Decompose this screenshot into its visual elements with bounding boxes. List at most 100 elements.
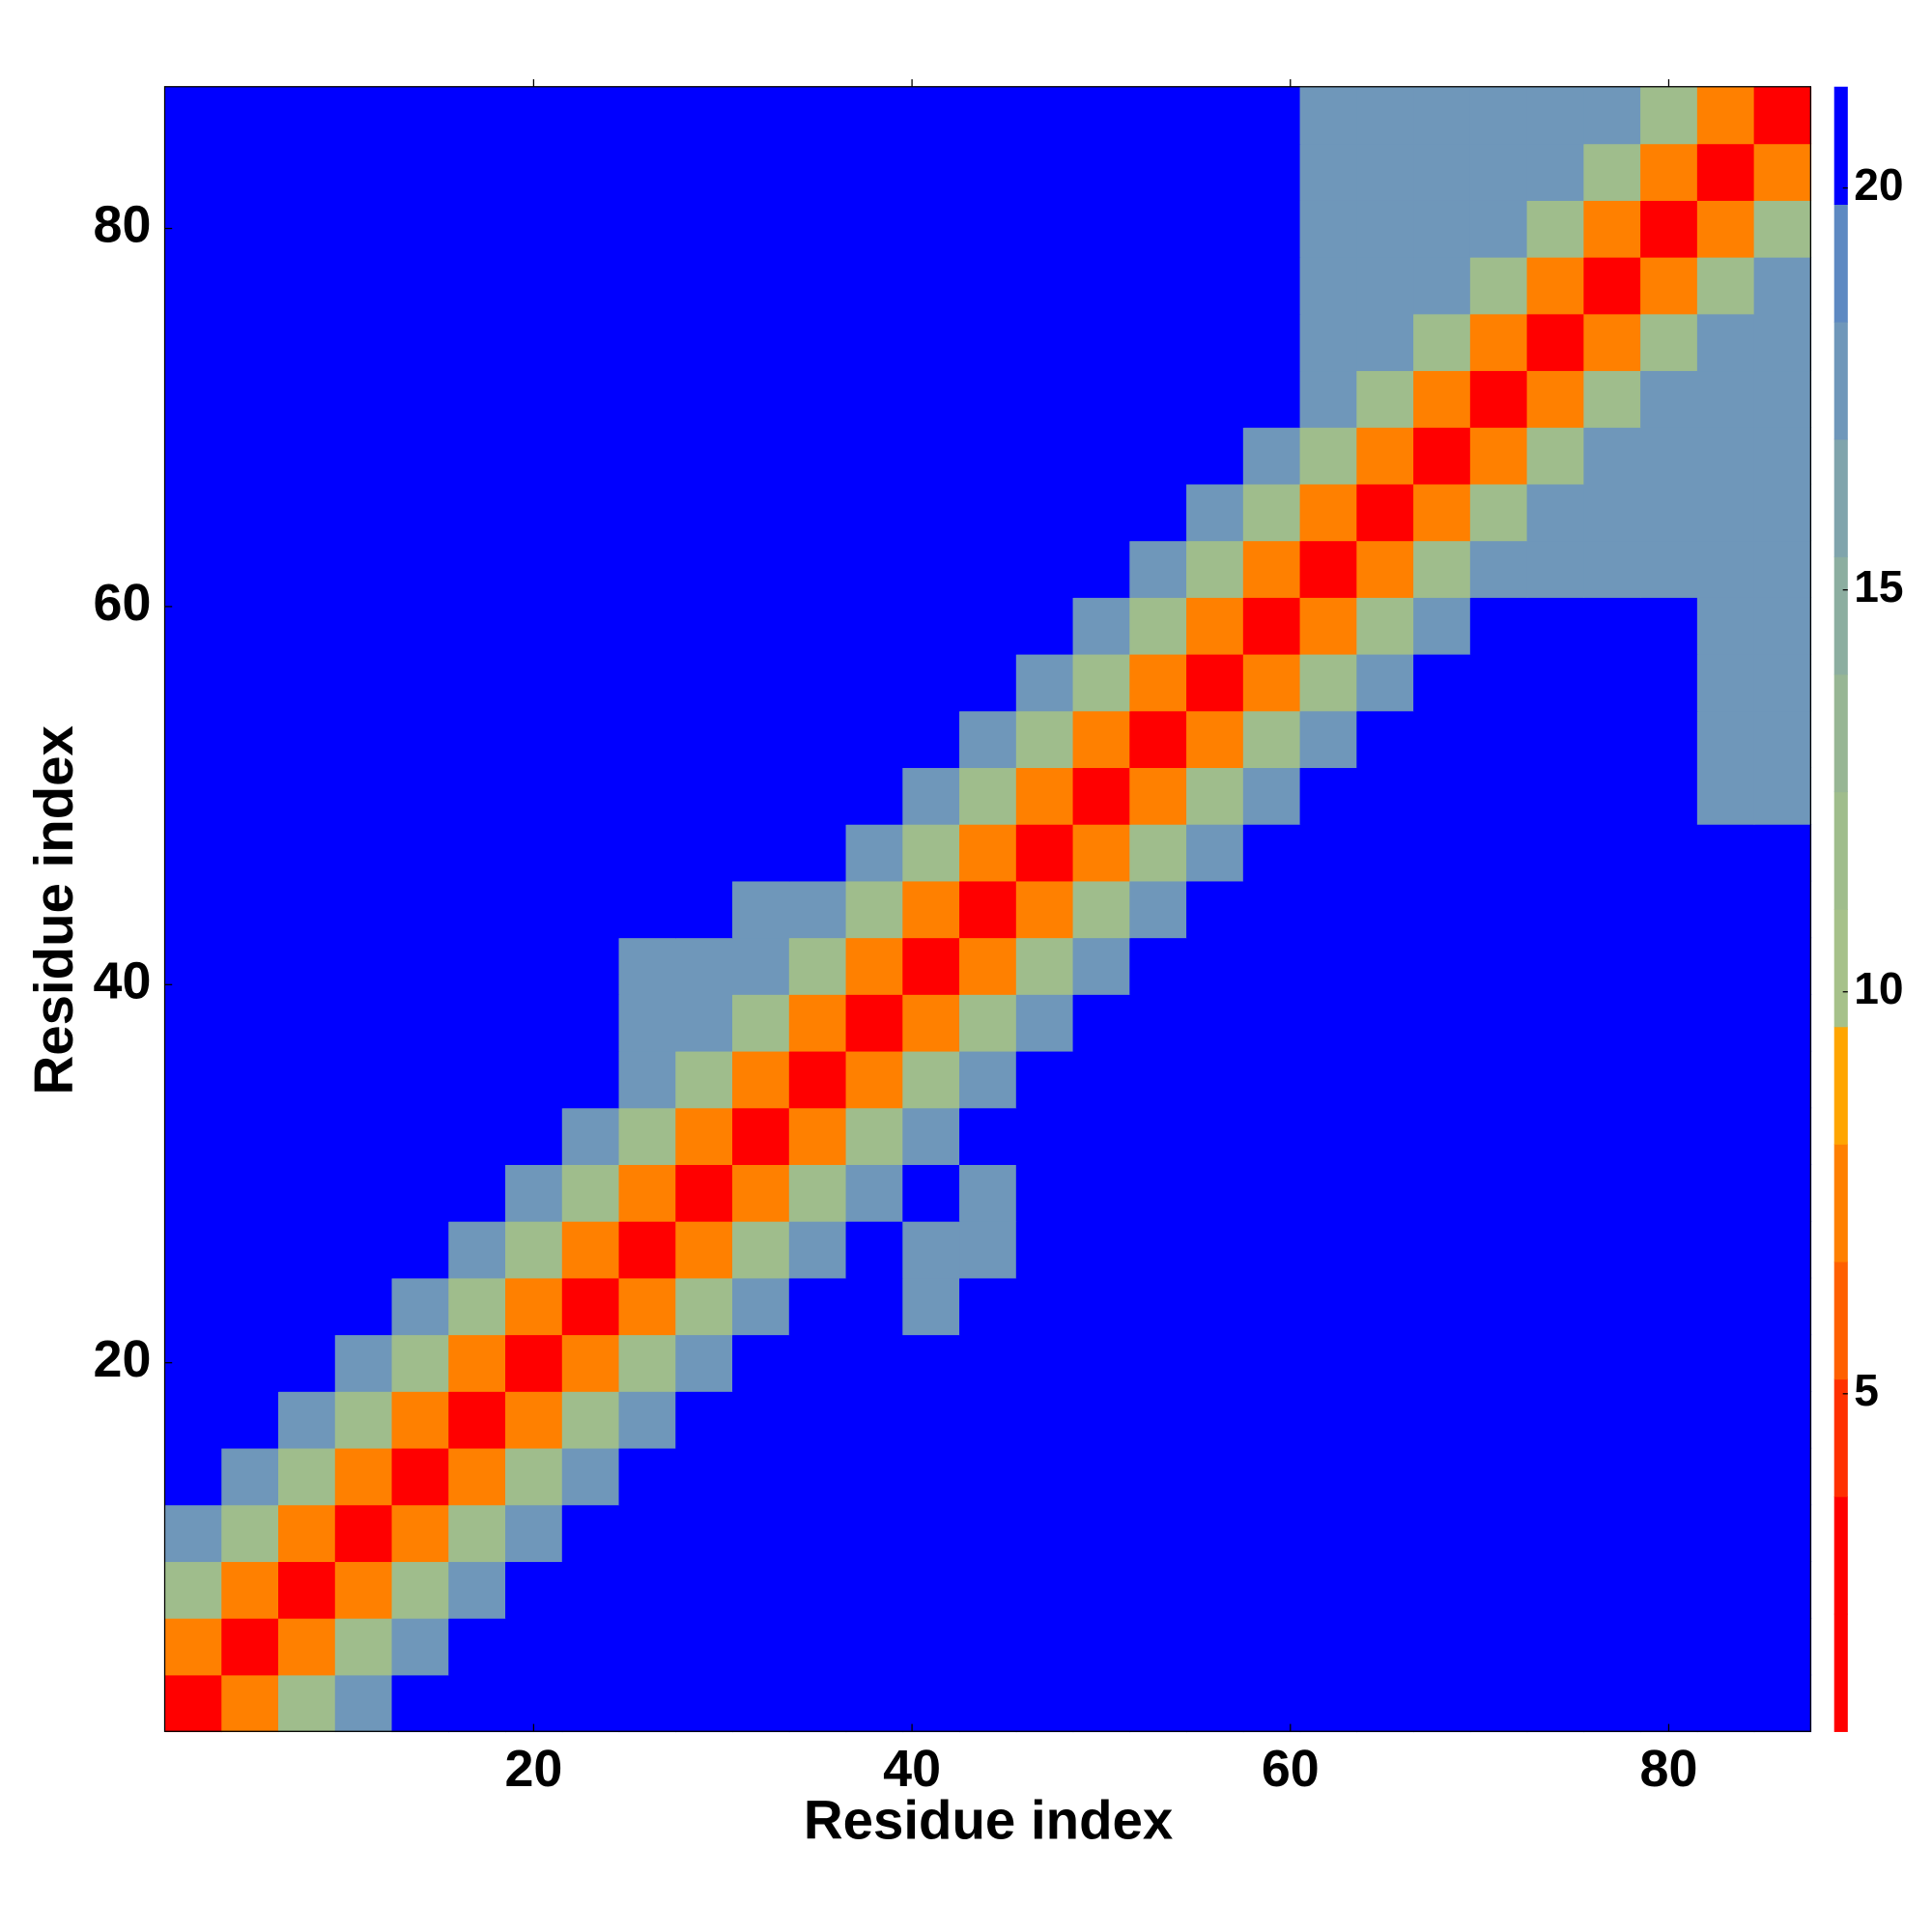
heatmap-cell xyxy=(448,937,506,995)
heatmap-cell xyxy=(1526,1617,1585,1676)
heatmap-cell xyxy=(788,200,847,258)
heatmap-cell xyxy=(1299,540,1358,598)
heatmap-cell xyxy=(561,880,620,939)
heatmap-cell xyxy=(505,1220,563,1279)
heatmap-cell xyxy=(1526,200,1585,258)
heatmap-cell xyxy=(278,370,336,428)
heatmap-cell xyxy=(1186,313,1244,372)
heatmap-cell xyxy=(959,1504,1017,1562)
heatmap-cell xyxy=(1356,1447,1414,1506)
heatmap-cell xyxy=(164,483,223,542)
heatmap-cell xyxy=(448,710,506,769)
heatmap-cell xyxy=(221,1391,279,1449)
heatmap-cell xyxy=(732,1447,790,1506)
heatmap-cell xyxy=(278,1050,336,1109)
heatmap-cell xyxy=(845,256,904,315)
heatmap-cell xyxy=(1583,370,1641,428)
heatmap-cell xyxy=(1129,1220,1187,1279)
heatmap-cell xyxy=(1413,540,1471,598)
heatmap-cell xyxy=(391,767,450,825)
heatmap-cell xyxy=(1129,937,1187,995)
heatmap-cell xyxy=(1299,653,1358,712)
heatmap-cell xyxy=(1299,1050,1358,1109)
heatmap-cell xyxy=(561,1561,620,1619)
heatmap-cell xyxy=(1696,540,1755,598)
heatmap-cell xyxy=(788,823,847,882)
heatmap-cell xyxy=(1696,256,1755,315)
heatmap-cell xyxy=(845,1447,904,1506)
heatmap-cell xyxy=(1186,426,1244,485)
heatmap-cell xyxy=(1526,143,1585,201)
heatmap-cell xyxy=(1413,653,1471,712)
heatmap-cell xyxy=(561,1334,620,1392)
heatmap-cell xyxy=(1186,653,1244,712)
heatmap-cell xyxy=(845,1561,904,1619)
x-tick-label: 40 xyxy=(883,1740,941,1798)
heatmap-cell xyxy=(1469,1164,1528,1222)
heatmap-cell xyxy=(561,653,620,712)
heatmap-cell xyxy=(334,483,393,542)
heatmap-cell xyxy=(334,1107,393,1165)
colorbar-tick-label: 5 xyxy=(1854,1365,1879,1415)
heatmap-cell xyxy=(788,143,847,201)
heatmap-cell xyxy=(334,710,393,769)
heatmap-cell xyxy=(1129,767,1187,825)
heatmap-cell xyxy=(1242,1050,1301,1109)
heatmap-cell xyxy=(1299,937,1358,995)
heatmap-cell xyxy=(845,143,904,201)
heatmap-cell xyxy=(1753,994,1812,1052)
heatmap-cell xyxy=(1753,200,1812,258)
heatmap-cell xyxy=(1413,937,1471,995)
heatmap-cell xyxy=(675,653,733,712)
heatmap-cell xyxy=(1413,1334,1471,1392)
y-tick-label: 20 xyxy=(94,1330,152,1388)
heatmap-cell xyxy=(505,143,563,201)
heatmap-cell xyxy=(164,1391,223,1449)
heatmap-cell xyxy=(1640,937,1698,995)
heatmap-cell xyxy=(732,597,790,655)
heatmap-cell xyxy=(1186,256,1244,315)
heatmap-cell xyxy=(334,200,393,258)
heatmap-cell xyxy=(164,313,223,372)
heatmap-cell xyxy=(1640,1617,1698,1676)
heatmap-cell xyxy=(278,1107,336,1165)
heatmap-cell xyxy=(1356,1164,1414,1222)
colorbar-segment xyxy=(1833,1261,1848,1380)
heatmap-cell xyxy=(1015,653,1074,712)
heatmap-cell xyxy=(1356,143,1414,201)
heatmap-cell xyxy=(902,86,960,145)
heatmap-cell xyxy=(1072,1391,1131,1449)
heatmap-cell xyxy=(1242,1561,1301,1619)
heatmap-cell xyxy=(1015,370,1074,428)
heatmap-cell xyxy=(1526,313,1585,372)
heatmap-cell xyxy=(1299,994,1358,1052)
heatmap-cell xyxy=(1299,143,1358,201)
heatmap-cell xyxy=(1356,1107,1414,1165)
heatmap-cell xyxy=(1469,823,1528,882)
heatmap-cell xyxy=(1299,1504,1358,1562)
heatmap-cell xyxy=(959,143,1017,201)
heatmap-cell xyxy=(1753,370,1812,428)
heatmap-cell xyxy=(448,597,506,655)
heatmap-cell xyxy=(959,880,1017,939)
heatmap-cell xyxy=(448,1617,506,1676)
heatmap-cell xyxy=(902,653,960,712)
heatmap-cell xyxy=(278,426,336,485)
heatmap-cell xyxy=(1583,86,1641,145)
heatmap-cell xyxy=(1469,710,1528,769)
heatmap-cell xyxy=(1129,256,1187,315)
heatmap-cell xyxy=(902,1050,960,1109)
heatmap-cell xyxy=(732,994,790,1052)
heatmap-cell xyxy=(959,1107,1017,1165)
heatmap-cell xyxy=(505,1050,563,1109)
heatmap-cell xyxy=(448,1220,506,1279)
heatmap-cell xyxy=(391,1674,450,1733)
heatmap-cell xyxy=(561,370,620,428)
heatmap-cell xyxy=(448,1561,506,1619)
heatmap-cell xyxy=(788,653,847,712)
heatmap-cell xyxy=(561,994,620,1052)
heatmap-cell xyxy=(902,426,960,485)
heatmap-cell xyxy=(505,767,563,825)
heatmap-cell xyxy=(1640,1050,1698,1109)
heatmap-cell xyxy=(391,200,450,258)
